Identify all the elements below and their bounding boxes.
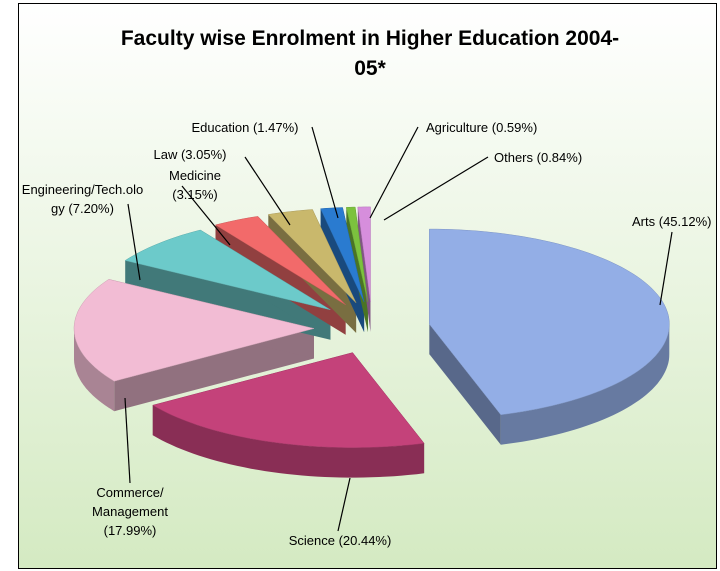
slice-label: Arts (45.12%) — [632, 212, 720, 231]
leader-line — [124, 397, 131, 484]
slice-side — [74, 328, 115, 412]
category-label: Science — [288, 533, 335, 548]
slice-label: Engineering/Tech.ology (7.20%) — [20, 180, 145, 218]
leader-line — [369, 126, 419, 219]
value-label: (3.05%) — [180, 147, 227, 162]
value-label: (45.12%) — [658, 214, 712, 229]
slice — [320, 207, 365, 303]
category-label: Education — [191, 120, 250, 135]
leader-line — [659, 231, 673, 306]
chart-title: Faculty wise Enrolment in Higher Educati… — [120, 27, 620, 80]
value-label: (0.84%) — [536, 150, 583, 165]
slice — [152, 352, 425, 448]
category-label: Arts — [632, 214, 656, 229]
slice-label: Others (0.84%) — [494, 148, 634, 167]
value-label: (17.99%) — [103, 523, 157, 538]
slice — [73, 279, 315, 382]
slice-side — [500, 324, 670, 445]
slice — [214, 216, 346, 306]
slice — [124, 229, 331, 311]
value-label: (3.15%) — [172, 187, 218, 202]
value-label: (0.59%) — [491, 120, 538, 135]
slice-edge — [357, 207, 371, 332]
category-label: Engineering/Tech.ology — [21, 182, 144, 216]
slice-label: Agriculture (0.59%) — [426, 118, 566, 137]
slice — [357, 206, 371, 302]
leader-line — [244, 156, 291, 226]
slice-label: Science (20.44%) — [270, 531, 410, 550]
leader-line — [337, 477, 351, 532]
tops — [73, 206, 670, 448]
category-label: Commerce/ Management — [92, 485, 168, 519]
slice-label: Medicine (3.15%) — [145, 166, 245, 204]
category-label: Medicine — [168, 168, 222, 183]
slice-edge — [114, 328, 314, 412]
slice-side — [152, 405, 425, 478]
slice-label: Commerce/ Management (17.99%) — [70, 483, 190, 540]
slice-label: Education (1.47%) — [180, 118, 310, 137]
leader-line — [181, 185, 231, 246]
value-label: (20.44%) — [338, 533, 392, 548]
slice-edge — [346, 207, 368, 332]
leader-line — [127, 203, 141, 281]
value-label: (1.47%) — [252, 120, 299, 135]
leader-line — [311, 126, 339, 219]
slice — [429, 228, 670, 416]
category-label: Others — [494, 150, 534, 165]
slice-edge — [429, 324, 501, 445]
leader-line — [383, 156, 489, 221]
category-label: Agriculture — [426, 120, 489, 135]
slice — [345, 206, 369, 303]
slice — [267, 209, 357, 304]
category-label: Law — [153, 147, 178, 162]
slice-edge — [320, 208, 365, 333]
value-label: (7.20%) — [68, 201, 114, 216]
slice-label: Law (3.05%) — [135, 145, 245, 164]
